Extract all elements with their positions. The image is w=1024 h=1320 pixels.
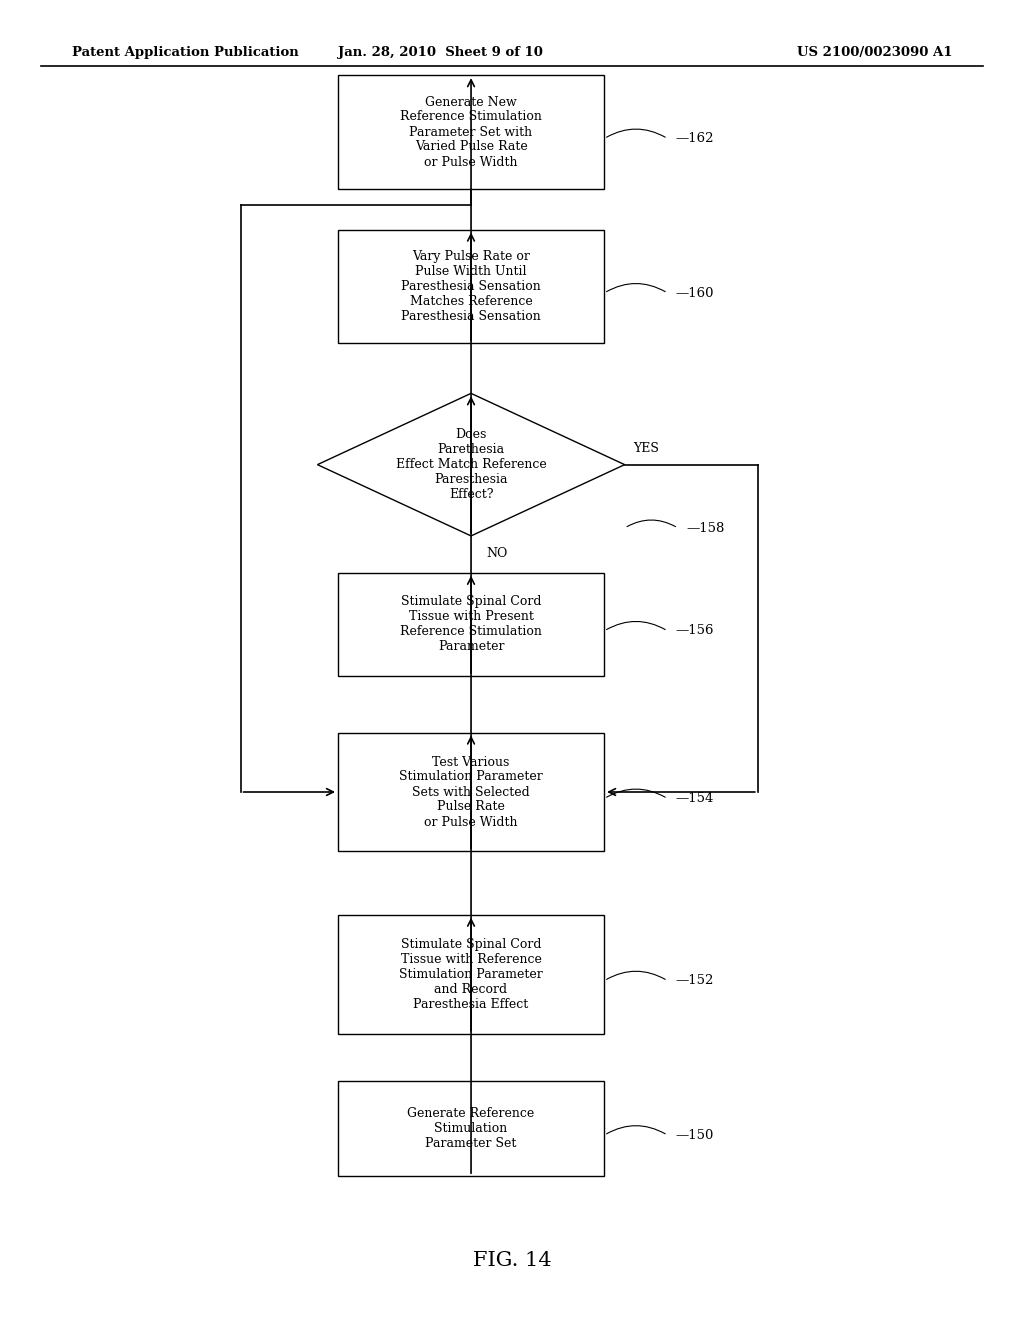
Text: US 2100/0023090 A1: US 2100/0023090 A1	[797, 46, 952, 59]
Text: —154: —154	[676, 792, 714, 805]
Text: Patent Application Publication: Patent Application Publication	[72, 46, 298, 59]
Text: —158: —158	[686, 521, 724, 535]
Text: —160: —160	[676, 286, 715, 300]
Text: FIG. 14: FIG. 14	[473, 1251, 551, 1270]
Text: Test Various
Stimulation Parameter
Sets with Selected
Pulse Rate
or Pulse Width: Test Various Stimulation Parameter Sets …	[399, 755, 543, 829]
Text: Generate Reference
Stimulation
Parameter Set: Generate Reference Stimulation Parameter…	[408, 1107, 535, 1150]
Text: NO: NO	[486, 546, 508, 560]
Text: Stimulate Spinal Cord
Tissue with Reference
Stimulation Parameter
and Record
Par: Stimulate Spinal Cord Tissue with Refere…	[399, 937, 543, 1011]
Text: YES: YES	[633, 442, 658, 455]
Text: Stimulate Spinal Cord
Tissue with Present
Reference Stimulation
Parameter: Stimulate Spinal Cord Tissue with Presen…	[400, 595, 542, 653]
Text: Generate New
Reference Stimulation
Parameter Set with
Varied Pulse Rate
or Pulse: Generate New Reference Stimulation Param…	[400, 95, 542, 169]
Text: —150: —150	[676, 1129, 714, 1142]
Text: Vary Pulse Rate or
Pulse Width Until
Paresthesia Sensation
Matches Reference
Par: Vary Pulse Rate or Pulse Width Until Par…	[401, 249, 541, 323]
Text: Does
Parethesia
Effect Match Reference
Paresthesia
Effect?: Does Parethesia Effect Match Reference P…	[395, 428, 547, 502]
Text: —162: —162	[676, 132, 715, 145]
Bar	[338, 1081, 604, 1176]
Text: Jan. 28, 2010  Sheet 9 of 10: Jan. 28, 2010 Sheet 9 of 10	[338, 46, 543, 59]
Bar	[338, 75, 604, 189]
Text: —156: —156	[676, 624, 715, 638]
Bar	[338, 573, 604, 676]
Polygon shape	[317, 393, 625, 536]
Bar	[338, 230, 604, 343]
Bar	[338, 733, 604, 851]
Bar	[338, 915, 604, 1034]
Text: —152: —152	[676, 974, 714, 987]
